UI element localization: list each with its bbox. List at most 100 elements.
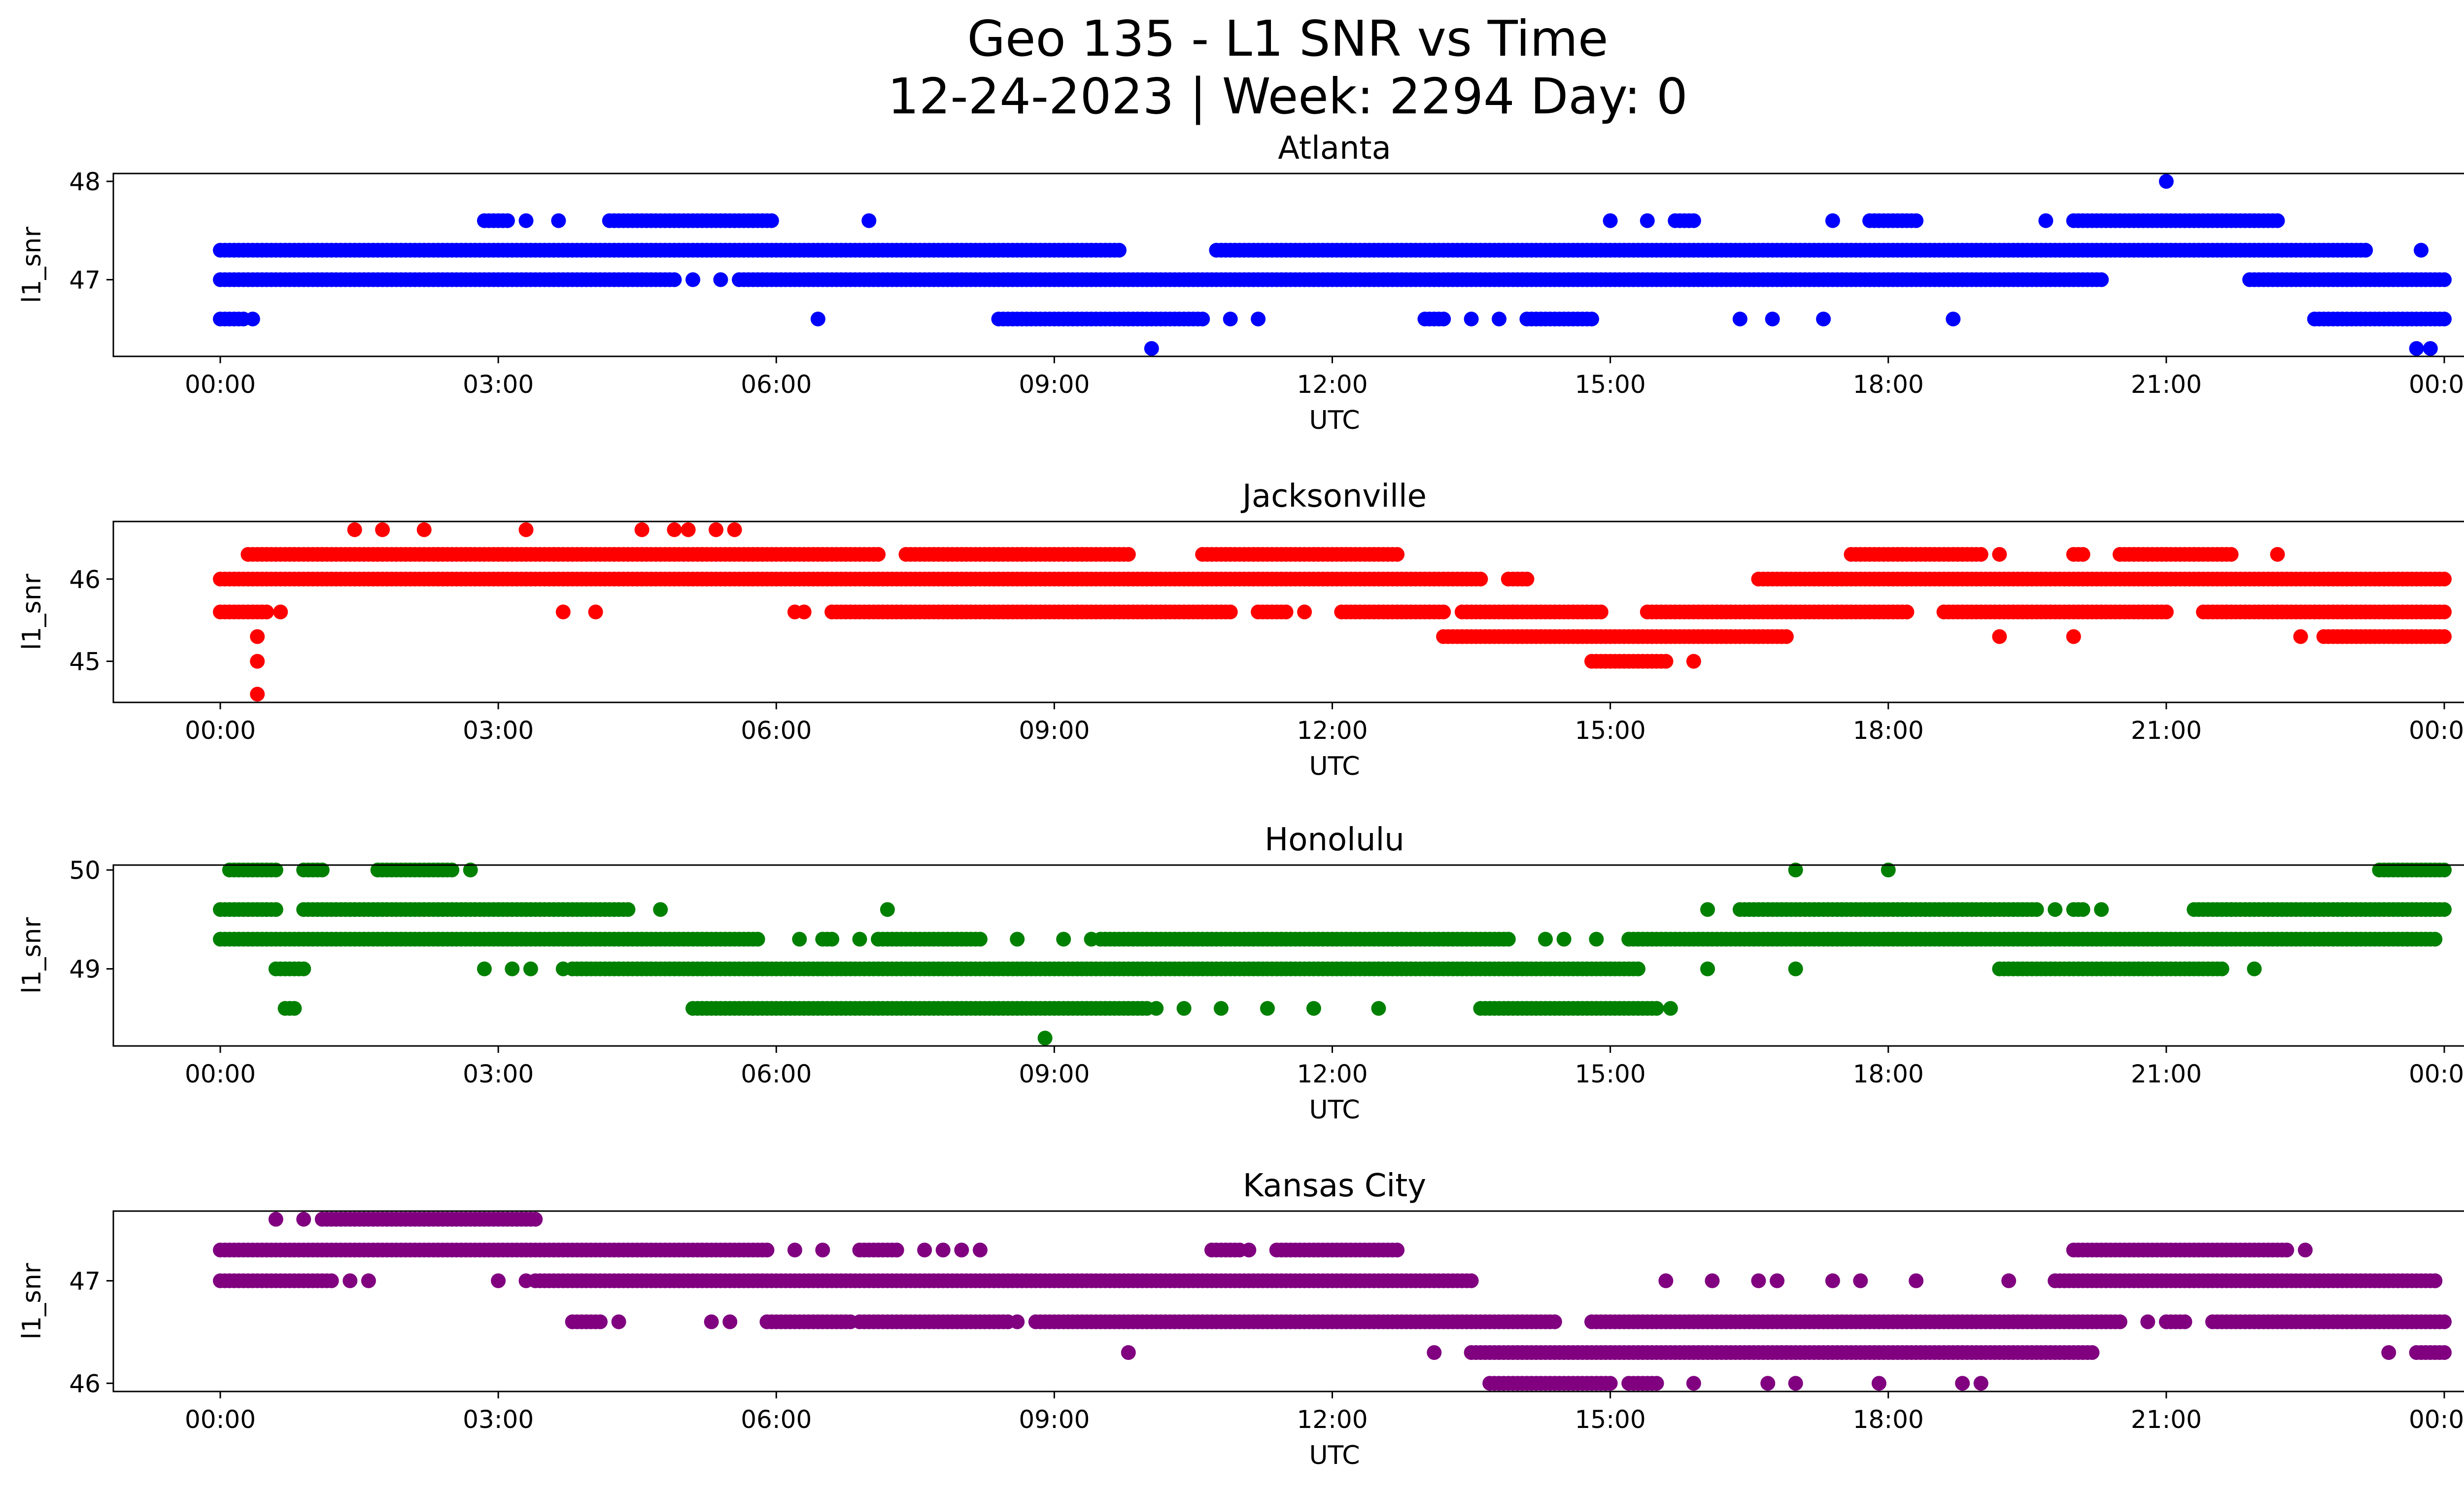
data-point xyxy=(555,961,571,976)
data-point xyxy=(445,863,460,877)
data-point xyxy=(2437,629,2452,644)
data-point xyxy=(2158,174,2174,189)
data-point xyxy=(259,604,274,620)
data-point xyxy=(2085,1345,2100,1360)
data-point xyxy=(681,522,696,537)
data-point xyxy=(477,961,492,976)
x-axis-label: UTC xyxy=(1309,752,1360,781)
x-tick-label: 00:00 xyxy=(185,716,256,745)
data-point xyxy=(2437,312,2452,327)
data-point xyxy=(653,902,668,917)
data-point xyxy=(2316,1314,2331,1329)
data-point xyxy=(1700,902,1715,917)
data-point xyxy=(2279,1243,2294,1257)
data-point xyxy=(555,604,571,620)
data-point xyxy=(1881,863,1896,877)
data-point xyxy=(1705,1273,1720,1288)
data-point xyxy=(796,604,812,620)
x-axis-label: UTC xyxy=(1309,1095,1360,1125)
data-point xyxy=(1084,932,1099,947)
data-point xyxy=(1278,604,1294,620)
data-point xyxy=(871,547,886,562)
data-point xyxy=(722,1314,738,1329)
figure-title-line2: 12-24-2023 | Week: 2294 Day: 0 xyxy=(888,68,1688,125)
data-point xyxy=(1464,1273,1479,1288)
data-point xyxy=(2177,1314,2192,1329)
x-tick-label: 12:00 xyxy=(1297,1405,1368,1434)
data-point xyxy=(704,1314,719,1329)
data-point xyxy=(1149,1001,1164,1016)
data-point xyxy=(2158,604,2174,620)
data-point xyxy=(1144,341,1159,356)
data-point xyxy=(416,522,432,537)
figure-title-line1: Geo 135 - L1 SNR vs Time xyxy=(967,10,1608,68)
y-tick-label: 50 xyxy=(69,856,101,885)
data-point xyxy=(1973,1376,1988,1391)
data-point xyxy=(880,902,895,917)
data-point xyxy=(634,522,650,537)
data-point xyxy=(2297,1243,2313,1257)
data-point xyxy=(1788,863,1803,877)
data-point xyxy=(268,1212,283,1227)
data-point xyxy=(1649,1001,1664,1016)
data-point xyxy=(2437,272,2452,287)
x-tick-label: 00:00 xyxy=(2409,716,2464,745)
data-point xyxy=(2437,604,2452,620)
data-point xyxy=(713,272,728,287)
data-point xyxy=(764,213,779,228)
data-point xyxy=(1584,312,1599,327)
plot-frame xyxy=(112,1210,2464,1392)
data-point xyxy=(2437,1314,2452,1329)
x-tick-label: 06:00 xyxy=(741,1405,812,1434)
y-axis-label: l1_snr xyxy=(17,226,47,303)
data-point xyxy=(1788,961,1803,976)
data-point xyxy=(1658,1273,1674,1288)
data-point xyxy=(1973,547,1988,562)
y-axis-label: l1_snr xyxy=(17,573,47,650)
data-point xyxy=(2428,932,2443,947)
subplot-title: Kansas City xyxy=(1243,1168,1426,1204)
data-point xyxy=(1241,1243,1257,1257)
data-point xyxy=(792,932,807,947)
data-point xyxy=(1223,312,1238,327)
y-tick-label: 46 xyxy=(69,1369,101,1398)
data-point xyxy=(528,1212,543,1227)
data-point xyxy=(1955,1376,1970,1391)
data-point xyxy=(1779,629,1794,644)
data-point xyxy=(1195,312,1210,327)
x-tick-label: 00:00 xyxy=(185,1060,256,1088)
data-point xyxy=(2409,341,2424,356)
data-point xyxy=(1899,604,1915,620)
data-point xyxy=(1112,243,1127,258)
subplot-title: Honolulu xyxy=(1265,822,1404,858)
x-tick-label: 06:00 xyxy=(741,716,812,745)
data-point xyxy=(1260,1001,1275,1016)
data-point xyxy=(972,1243,988,1257)
data-point xyxy=(2214,961,2229,976)
data-point xyxy=(1556,932,1572,947)
data-point xyxy=(1700,961,1715,976)
data-point xyxy=(1631,961,1645,976)
data-point xyxy=(1056,932,1071,947)
data-point xyxy=(2437,902,2452,917)
data-point xyxy=(2075,547,2090,562)
data-point xyxy=(2247,961,2262,976)
x-tick-label: 09:00 xyxy=(1019,716,1090,745)
data-point xyxy=(1371,1001,1386,1016)
data-point xyxy=(1825,213,1840,228)
data-point xyxy=(2048,902,2063,917)
data-point xyxy=(588,604,603,620)
x-tick-label: 03:00 xyxy=(463,1060,534,1088)
data-point xyxy=(2270,213,2285,228)
data-point xyxy=(1909,1273,1924,1288)
data-point xyxy=(917,1243,932,1257)
plot-frame xyxy=(112,521,2464,703)
data-point xyxy=(2094,272,2109,287)
y-tick-label: 48 xyxy=(69,168,101,196)
data-point xyxy=(268,902,283,917)
data-point xyxy=(667,272,682,287)
data-point xyxy=(250,629,265,644)
x-tick-label: 09:00 xyxy=(1019,1405,1090,1434)
